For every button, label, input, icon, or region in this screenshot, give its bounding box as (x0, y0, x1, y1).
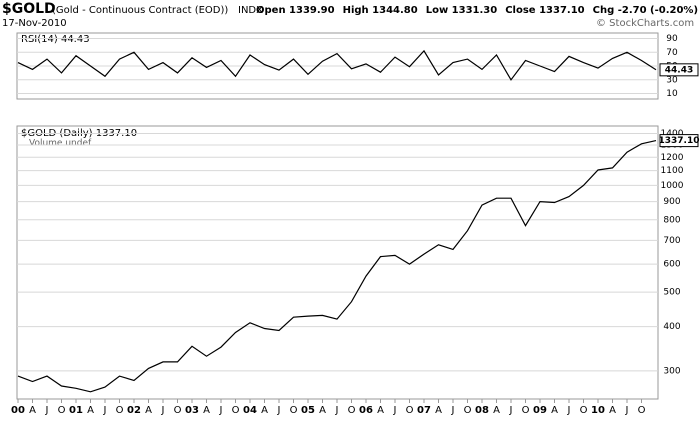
x-tick-label: O (290, 405, 298, 416)
x-tick-label: O (232, 405, 240, 416)
x-tick-label: A (87, 405, 94, 416)
x-tick-label: J (567, 405, 571, 416)
x-tick-label: J (277, 405, 281, 416)
quote-item: High 1344.80 (343, 5, 418, 16)
x-tick-label: O (638, 405, 646, 416)
last-label-box (659, 134, 699, 148)
y-tick-label: 30 (666, 75, 678, 85)
x-tick-label: 09 (533, 405, 547, 416)
x-tick-label: A (29, 405, 36, 416)
x-tick-label: O (116, 405, 124, 416)
y-tick-label: 600 (663, 260, 680, 270)
x-tick-label: O (522, 405, 530, 416)
x-tick-label: J (219, 405, 223, 416)
x-tick-label: A (493, 405, 500, 416)
x-tick-label: A (377, 405, 384, 416)
x-tick-label: 03 (185, 405, 199, 416)
y-tick-label: 300 (663, 366, 680, 376)
x-tick-label: O (58, 405, 66, 416)
x-tick-label: J (393, 405, 397, 416)
x-tick-label: A (551, 405, 558, 416)
x-tick-label: J (161, 405, 165, 416)
x-tick-label: A (435, 405, 442, 416)
y-tick-label: 1000 (661, 181, 684, 191)
y-tick-label: 700 (663, 236, 680, 246)
x-tick-label: A (319, 405, 326, 416)
rsi-legend: RSI(14) 44.43 (21, 34, 90, 45)
last-label: 44.43 (665, 65, 693, 75)
x-tick-label: J (451, 405, 455, 416)
last-label-box (659, 63, 699, 77)
x-tick-label: O (464, 405, 472, 416)
last-label: 1337.10 (659, 136, 700, 146)
symbol: $GOLD (2, 1, 56, 17)
y-tick-label: 1200 (661, 153, 684, 163)
x-tick-label: 02 (127, 405, 141, 416)
x-tick-label: O (348, 405, 356, 416)
x-tick-label: J (335, 405, 339, 416)
quote-item: Low 1331.30 (426, 5, 498, 16)
y-tick-label: 1400 (661, 129, 684, 139)
quote-item: Close 1337.10 (505, 5, 584, 16)
x-tick-label: 06 (359, 405, 373, 416)
x-tick-label: 07 (417, 405, 431, 416)
y-tick-label: 500 (663, 288, 680, 298)
quote-item: Open 1339.90 (256, 5, 335, 16)
y-tick-label: 10 (666, 89, 678, 99)
y-tick-label: 1100 (661, 166, 684, 176)
x-tick-label: O (174, 405, 182, 416)
x-tick-label: O (580, 405, 588, 416)
credit: © StockCharts.com (596, 18, 694, 29)
x-tick-label: 04 (243, 405, 257, 416)
x-tick-label: A (203, 405, 210, 416)
series-line (17, 140, 657, 393)
quote: Open 1339.90 High 1344.80 Low 1331.30 Close… (256, 5, 698, 16)
x-tick-label: J (45, 405, 49, 416)
x-tick-label: O (406, 405, 414, 416)
x-tick-label: J (509, 405, 513, 416)
y-tick-label: 70 (666, 48, 678, 58)
y-tick-label: 900 (663, 197, 680, 207)
x-tick-label: J (625, 405, 629, 416)
x-tick-label: 08 (475, 405, 489, 416)
y-tick-label: 90 (666, 34, 678, 44)
x-tick-label: 01 (69, 405, 83, 416)
x-tick-label: J (103, 405, 107, 416)
x-tick-label: A (261, 405, 268, 416)
price-panel (16, 125, 659, 400)
x-tick-label: 00 (11, 405, 25, 416)
x-tick-label: A (609, 405, 616, 416)
x-tick-label: A (145, 405, 152, 416)
y-tick-label: 800 (663, 215, 680, 225)
x-tick-label: 10 (591, 405, 605, 416)
volume-legend: Volume undef (29, 139, 92, 149)
exchange: INDX (238, 5, 263, 16)
quote-item: Chg -2.70 (-0.20%) (593, 5, 698, 16)
name: (Gold - Continuous Contract (EOD)) (52, 5, 228, 16)
date: 17-Nov-2010 (2, 18, 67, 29)
y-tick-label: 400 (663, 322, 680, 332)
series-line (17, 49, 657, 81)
x-tick-label: 05 (301, 405, 315, 416)
